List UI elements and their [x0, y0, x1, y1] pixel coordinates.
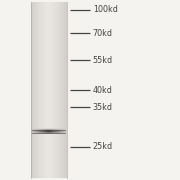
Bar [54, 2, 55, 178]
Bar [34, 2, 35, 178]
Text: 55kd: 55kd [93, 56, 113, 65]
Bar [55, 2, 56, 178]
Text: 25kd: 25kd [93, 142, 113, 151]
Bar [52, 2, 53, 178]
Bar [64, 2, 65, 178]
Bar [49, 2, 50, 178]
Text: 70kd: 70kd [93, 29, 113, 38]
Bar [51, 2, 52, 178]
Bar [33, 2, 34, 178]
Bar [38, 2, 39, 178]
Bar [66, 2, 67, 178]
Bar [46, 2, 47, 178]
Bar [65, 2, 66, 178]
Bar [37, 2, 38, 178]
Bar [35, 2, 36, 178]
Bar [62, 2, 63, 178]
Bar [57, 2, 58, 178]
Bar [43, 2, 44, 178]
Bar [39, 2, 40, 178]
Bar [56, 2, 57, 178]
Bar [41, 2, 42, 178]
Text: 35kd: 35kd [93, 103, 113, 112]
Bar [58, 2, 59, 178]
Bar [36, 2, 37, 178]
Bar [40, 2, 41, 178]
Bar [32, 2, 33, 178]
Bar [31, 2, 32, 178]
Text: 100kd: 100kd [93, 5, 118, 14]
Bar [60, 2, 61, 178]
Bar [47, 2, 48, 178]
Bar [45, 2, 46, 178]
Bar [50, 2, 51, 178]
Bar [44, 2, 45, 178]
Text: 40kd: 40kd [93, 86, 113, 94]
Bar [48, 2, 49, 178]
Bar [63, 2, 64, 178]
Bar [61, 2, 62, 178]
